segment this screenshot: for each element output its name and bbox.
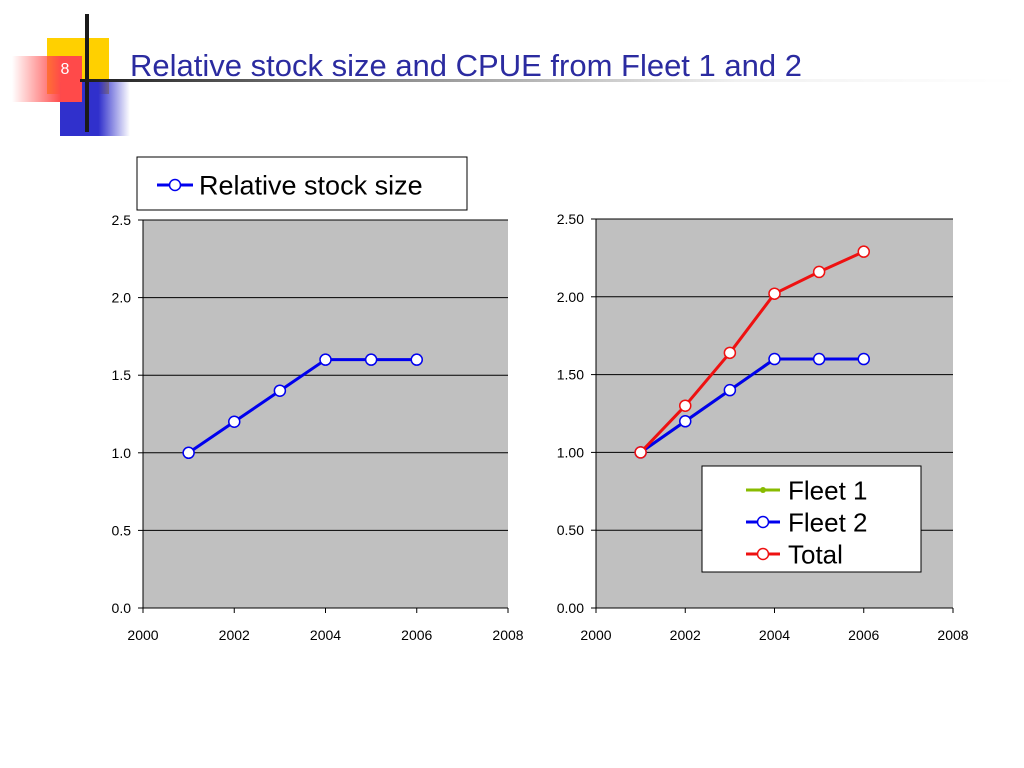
legend-marker-fleet-2 [756,515,770,529]
x-tick-label: 2000 [580,627,611,643]
slide-number: 8 [60,61,70,78]
y-tick-label: 2.50 [557,211,584,227]
data-point-fleet-2 [679,415,692,428]
data-point-fleet-2 [812,352,826,366]
x-tick-label: 2008 [937,627,968,643]
x-tick-label: 2002 [219,627,250,643]
data-point-relative-stock-size [273,384,287,397]
legend-box [701,465,922,573]
series-line-relative-stock-size [187,358,417,455]
data-point-relative-stock-size [228,415,241,429]
data-point-total [679,399,692,412]
x-tick-label: 2004 [759,627,790,643]
y-tick-label: 0.50 [557,522,584,538]
data-point-total [857,245,870,258]
x-tick-label: 2000 [127,627,158,643]
legend-marker-relative-stock-size [168,178,182,192]
data-point-total [768,287,781,300]
data-point-fleet-2 [768,352,781,366]
slide-title: Relative stock size and CPUE from Fleet … [130,48,802,83]
x-tick-label: 2008 [492,627,523,643]
y-tick-label: 0.0 [112,600,132,616]
deco-vertical-line [85,14,89,132]
x-tick-label: 2006 [401,627,432,643]
legend-label-total: Total [788,539,843,569]
data-point-relative-stock-size [182,446,195,460]
data-point-relative-stock-size [364,353,378,366]
data-point-total [634,446,647,459]
deco-red-bar [12,56,82,102]
legend-label-fleet-1: Fleet 1 [788,475,868,505]
data-point-fleet-2 [857,352,870,366]
legend-label-fleet-2: Fleet 2 [788,507,868,537]
data-point-total [812,265,826,279]
y-tick-label: 0.5 [112,522,132,538]
y-tick-label: 2.0 [112,290,132,306]
deco-horizontal-line [80,79,1018,82]
legend-marker-fleet-1 [760,487,766,493]
legend-marker-total [756,547,770,561]
data-point-total [723,346,737,360]
x-tick-label: 2002 [670,627,701,643]
data-point-relative-stock-size [410,353,423,366]
legend: Relative stock size [136,156,468,211]
y-tick-label: 1.00 [557,444,584,460]
plot-area [143,220,508,608]
y-tick-label: 2.5 [112,212,132,228]
y-tick-label: 1.0 [112,445,132,461]
x-tick-label: 2006 [848,627,879,643]
series-line-total [639,250,865,454]
data-point-fleet-2 [723,383,737,397]
y-tick-label: 0.00 [557,600,584,616]
x-tick-label: 2004 [310,627,341,643]
y-tick-label: 2.00 [557,289,584,305]
series-line-fleet-2 [639,357,864,454]
y-tick-label: 1.50 [557,367,584,383]
data-point-relative-stock-size [319,353,332,366]
legend-label-relative-stock-size: Relative stock size [199,171,423,201]
y-tick-label: 1.5 [112,367,132,383]
